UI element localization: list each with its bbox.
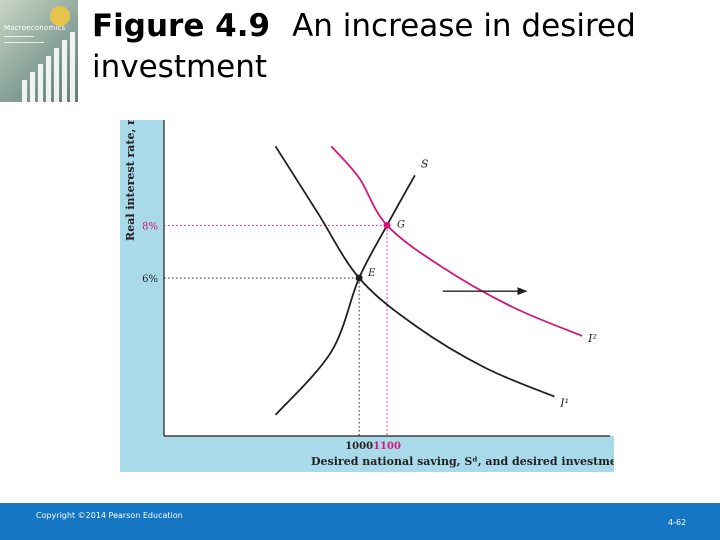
cover-bar <box>62 40 67 102</box>
saving-curve-s <box>274 174 416 416</box>
equilibrium-point-g <box>383 221 391 229</box>
cover-bar <box>22 80 27 102</box>
cover-bar <box>46 56 51 102</box>
figure-number: Figure 4.9 <box>92 8 271 44</box>
point-label: G <box>397 219 405 230</box>
page-number: 4-62 <box>668 518 687 527</box>
cover-bar <box>30 72 35 102</box>
equilibrium-point-e <box>355 274 363 282</box>
footer-copyright: Copyright ©2014 Pearson Education <box>36 511 183 520</box>
textbook-cover-image: Macroeconomics <box>0 0 78 102</box>
y-tick-label: 6% <box>142 274 158 285</box>
series-label: S <box>421 157 429 170</box>
cover-badge <box>50 6 70 26</box>
x-axis-label: Desired national saving, Sᵈ, and desired… <box>311 455 614 468</box>
cover-bar <box>38 64 43 102</box>
series-label: I¹ <box>559 397 569 410</box>
cover-bar <box>70 32 75 102</box>
cover-line <box>4 36 34 37</box>
cover-title: Macroeconomics <box>4 24 66 32</box>
cover-line <box>4 42 44 43</box>
slide-title: Figure 4.9 An increase in desired investm… <box>92 6 692 88</box>
footer-bar: Copyright ©2014 Pearson Education 4-62 <box>0 503 720 540</box>
figure-title: An increase in desired investment <box>92 8 636 85</box>
cover-bar <box>54 48 59 102</box>
investment-curve-i2 <box>330 145 583 337</box>
chart-svg: E G 6% 8% 1000 1100 S I¹ I² Real interest rate… <box>124 120 614 468</box>
x-tick-label: 1000 <box>345 441 373 452</box>
point-label: E <box>367 268 376 279</box>
x-tick-label: 1100 <box>373 441 401 452</box>
plot-area <box>164 120 614 436</box>
series-label: I² <box>587 332 597 345</box>
investment-curve-i1 <box>274 145 555 398</box>
y-axis-label: Real interest rate, r <box>124 120 137 241</box>
y-tick-label: 8% <box>142 221 158 232</box>
figure-panel: E G 6% 8% 1000 1100 S I¹ I² Real interest rate… <box>120 120 614 472</box>
